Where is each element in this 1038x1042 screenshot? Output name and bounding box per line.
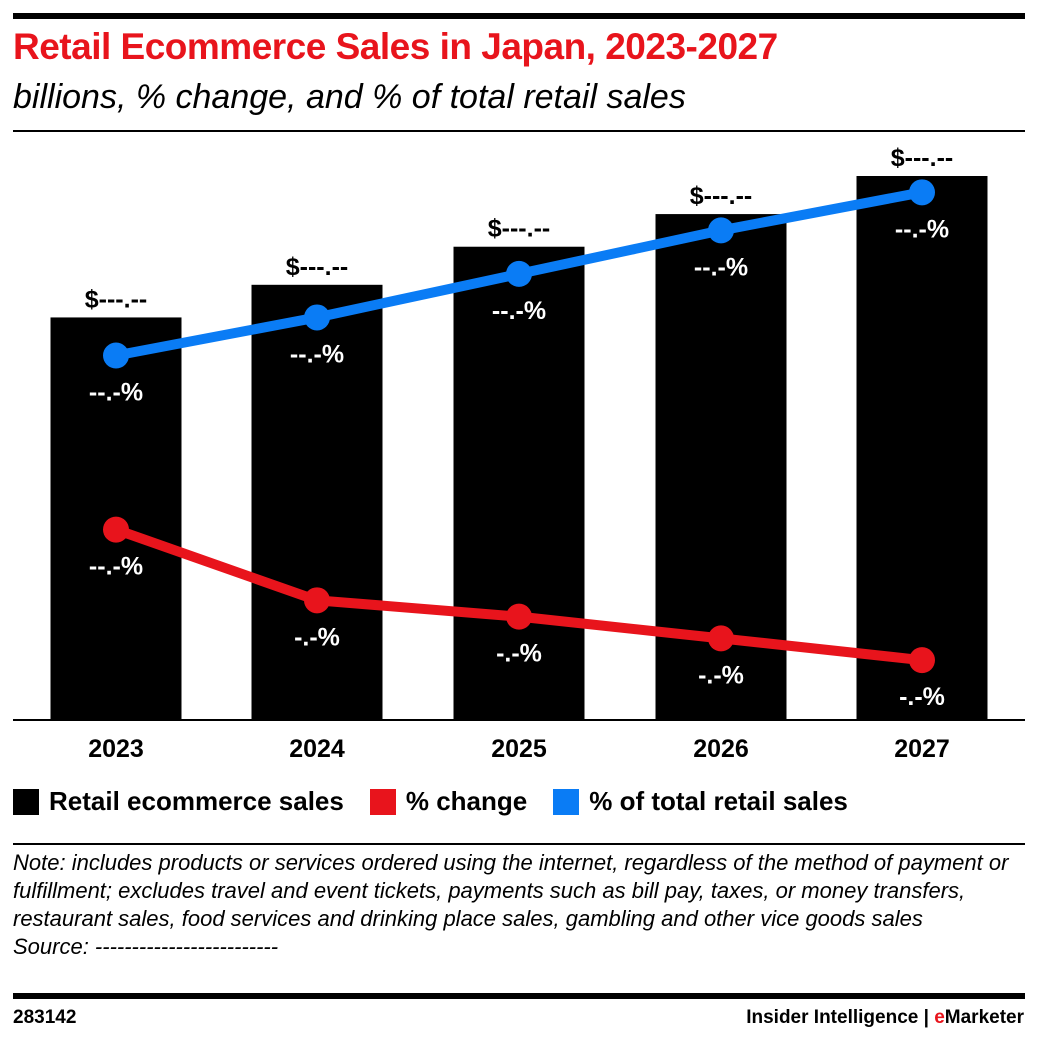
point-2024 bbox=[304, 304, 330, 331]
legend: Retail ecommerce sales % change % of tot… bbox=[13, 786, 848, 817]
legend-swatch bbox=[553, 788, 580, 815]
line-value-label: --.-% bbox=[895, 215, 949, 243]
legend-label: % change bbox=[405, 786, 528, 816]
x-tick-label: 2023 bbox=[88, 735, 144, 763]
chart-title: Retail Ecommerce Sales in Japan, 2023-20… bbox=[13, 26, 778, 67]
header-rule bbox=[13, 130, 1025, 132]
point-2027 bbox=[909, 647, 935, 674]
note-text: Note: includes products or services orde… bbox=[13, 850, 1009, 931]
point-2026 bbox=[708, 625, 734, 652]
bar-value-label: $---.-- bbox=[891, 144, 953, 172]
legend-label: Retail ecommerce sales bbox=[49, 786, 344, 816]
bar-2025 bbox=[453, 246, 585, 720]
bar-2027 bbox=[856, 176, 988, 720]
point-2026 bbox=[708, 217, 734, 244]
top-rule bbox=[13, 13, 1025, 19]
bar-value-label: $---.-- bbox=[488, 215, 550, 243]
line-value-label: --.-% bbox=[89, 553, 143, 581]
bar-value-label: $---.-- bbox=[286, 253, 348, 281]
point-2025 bbox=[506, 603, 532, 630]
point-2024 bbox=[304, 587, 330, 614]
footer-rule bbox=[13, 993, 1025, 999]
line-value-label: --.-% bbox=[89, 379, 143, 407]
x-tick-label: 2025 bbox=[491, 735, 547, 763]
line-value-label: --.-% bbox=[694, 253, 748, 281]
legend-item-change: % change bbox=[369, 786, 528, 817]
legend-swatch bbox=[13, 788, 39, 815]
point-2027 bbox=[909, 179, 935, 206]
note-block: Note: includes products or services orde… bbox=[13, 849, 1023, 961]
legend-item-share: % of total retail sales bbox=[553, 786, 848, 817]
point-2023 bbox=[103, 342, 129, 369]
chart-id: 283142 bbox=[13, 1007, 77, 1028]
brand-logo: Insider Intelligence | eMarketer bbox=[746, 1007, 1024, 1028]
line-value-label: -.-% bbox=[899, 683, 945, 711]
point-2025 bbox=[506, 260, 532, 287]
line-value-label: --.-% bbox=[492, 297, 546, 325]
point-2023 bbox=[103, 516, 129, 543]
line-value-label: -.-% bbox=[698, 661, 744, 689]
bar-value-label: $---.-- bbox=[85, 285, 147, 313]
note-rule bbox=[13, 843, 1025, 845]
legend-label: % of total retail sales bbox=[589, 786, 848, 816]
chart-subtitle: billions, % change, and % of total retai… bbox=[13, 78, 686, 116]
x-tick-label: 2027 bbox=[894, 735, 950, 763]
x-tick-label: 2026 bbox=[693, 735, 749, 763]
line-value-label: -.-% bbox=[496, 640, 542, 668]
line-value-label: --.-% bbox=[290, 340, 344, 368]
line-value-label: -.-% bbox=[294, 623, 340, 651]
bar-value-label: $---.-- bbox=[690, 182, 752, 210]
plot-area: $---.-- $---.-- $---.-- $---.-- $---.-- 2023 2… bbox=[13, 144, 1025, 763]
legend-swatch bbox=[369, 788, 396, 815]
x-tick-label: 2024 bbox=[289, 735, 345, 763]
legend-item-sales: Retail ecommerce sales bbox=[13, 786, 344, 817]
source-text: Source: ------------------------- bbox=[13, 934, 279, 959]
bar-2024 bbox=[251, 284, 383, 720]
